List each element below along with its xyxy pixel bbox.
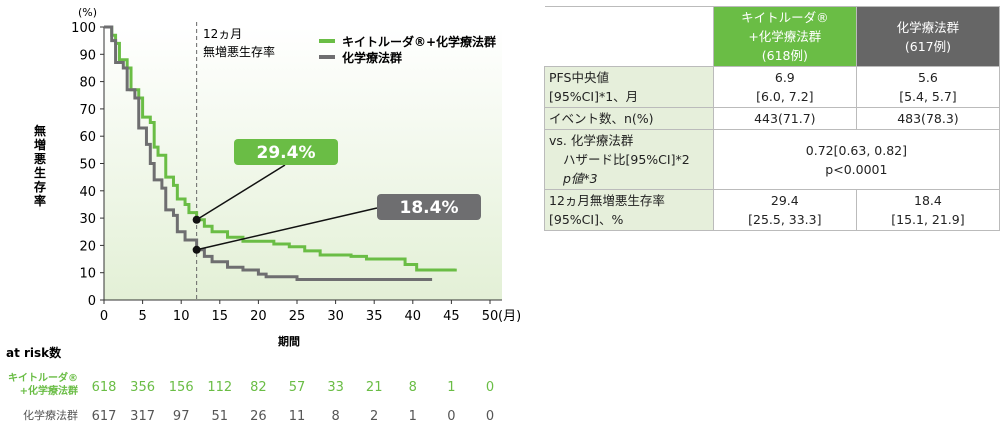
series-line-1 (104, 25, 433, 282)
at-risk-value: 26 (250, 409, 267, 424)
at-risk-value: 11 (289, 409, 306, 424)
at-risk-value: 156 (169, 380, 194, 395)
at-risk-value: 33 (327, 380, 344, 395)
callout-point (192, 215, 201, 224)
x-unit: (月) (498, 309, 520, 324)
at-risk-value: 618 (92, 380, 117, 395)
at-risk-value: 82 (250, 380, 267, 395)
at-risk-label: キイトルーダ® (8, 371, 78, 384)
x-tick-label: 0 (100, 309, 108, 324)
x-tick-label: 40 (405, 309, 422, 324)
callout-leader (196, 164, 286, 221)
at-risk-value: 0 (447, 409, 455, 424)
at-risk-value: 8 (331, 409, 339, 424)
at-risk-title: at risk数 (6, 345, 62, 360)
header-chemo: 化学療法群 (617例) (855, 6, 1000, 67)
callout-leader (196, 207, 378, 251)
y-tick-label: 40 (79, 185, 96, 200)
header-keytruda: キイトルーダ® +化学療法群 (618例) (712, 6, 857, 67)
y-label-char: 悪 (34, 152, 46, 166)
legend-label: 化学療法群 (342, 50, 402, 65)
at-risk-label: 化学療法群 (23, 408, 78, 422)
y-tick-label: 70 (79, 103, 96, 118)
at-risk-value: 97 (173, 409, 190, 424)
annotation-line1: 12ヵ月 (203, 27, 242, 41)
y-label-char: 存 (33, 179, 46, 194)
x-tick-label: 25 (289, 309, 306, 324)
y-unit: (%) (78, 6, 97, 19)
x-tick-label: 45 (443, 309, 460, 324)
table-row: 12ヵ月無増悪生存率 [95%CI]、% 29.4 [25.5, 33.3] 18.… (544, 189, 1000, 231)
callout-point (192, 245, 201, 254)
x-tick-label: 5 (138, 309, 146, 324)
callout-label: 29.4% (257, 143, 316, 163)
x-tick-label: 15 (212, 309, 229, 324)
y-tick-label: 0 (88, 294, 96, 309)
table-row: PFS中央値 [95%CI]*1、月 6.9 [6.0, 7.2] 5.6 [5.4,… (544, 66, 1000, 108)
y-tick-label: 60 (79, 130, 96, 145)
callout-box (377, 194, 481, 220)
at-risk-value: 0 (486, 409, 494, 424)
at-risk-value: 8 (409, 380, 417, 395)
y-label-char: 率 (34, 193, 46, 208)
at-risk-value: 0 (486, 380, 494, 395)
at-risk-value: 356 (130, 380, 155, 395)
at-risk-value: 112 (207, 380, 232, 395)
annotation-line2: 無増悪生存率 (203, 44, 275, 59)
x-tick-label: 10 (173, 309, 190, 324)
x-tick-label: 35 (366, 309, 383, 324)
legend-label: キイトルーダ®+化学療法群 (342, 34, 496, 49)
at-risk-value: 57 (289, 380, 306, 395)
y-label-char: 生 (34, 165, 46, 180)
y-tick-label: 20 (79, 239, 96, 254)
x-tick-label: 20 (250, 309, 267, 324)
at-risk-value: 317 (130, 409, 155, 424)
table-row: vs. 化学療法群 ハザード比[95%CI]*2 p値*3 0.72[0.63, 0… (544, 129, 1000, 190)
series-line-0 (104, 25, 457, 272)
at-risk-label: +化学療法群 (20, 384, 78, 397)
callout-label: 18.4% (400, 198, 459, 218)
x-tick-label: 30 (327, 309, 344, 324)
y-label-char: 無 (34, 123, 46, 138)
y-tick-label: 90 (79, 48, 96, 63)
y-tick-label: 30 (79, 212, 96, 227)
callout-box (234, 139, 338, 165)
y-tick-label: 80 (79, 76, 96, 91)
y-tick-label: 10 (79, 267, 96, 282)
at-risk-value: 1 (447, 380, 455, 395)
y-tick-label: 50 (79, 158, 96, 173)
y-tick-label: 100 (71, 21, 96, 36)
header-blank (544, 6, 714, 67)
pfs-table: キイトルーダ® +化学療法群 (618例) 化学療法群 (617例) PFS中央値 [9… (544, 6, 1000, 231)
at-risk-value: 1 (409, 409, 417, 424)
at-risk-value: 2 (370, 409, 378, 424)
at-risk-value: 617 (92, 409, 117, 424)
x-tick-label: 50 (482, 309, 499, 324)
y-label-char: 増 (34, 137, 46, 152)
at-risk-value: 21 (366, 380, 383, 395)
x-label: 期間 (278, 334, 300, 348)
table-row: イベント数、n(%) 443(71.7) 483(78.3) (544, 107, 1000, 130)
at-risk-value: 51 (212, 409, 229, 424)
